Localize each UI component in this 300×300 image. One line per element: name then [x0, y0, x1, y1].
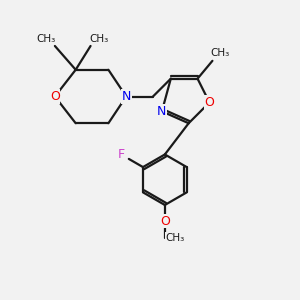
- Text: CH₃: CH₃: [210, 48, 230, 59]
- Text: O: O: [160, 215, 170, 228]
- Text: CH₃: CH₃: [36, 34, 56, 44]
- Text: CH₃: CH₃: [166, 233, 185, 243]
- Text: F: F: [118, 148, 125, 161]
- Text: O: O: [50, 90, 60, 103]
- Text: O: O: [205, 96, 214, 109]
- Text: CH₃: CH₃: [90, 34, 109, 44]
- Text: N: N: [122, 90, 131, 103]
- Text: N: N: [157, 105, 167, 118]
